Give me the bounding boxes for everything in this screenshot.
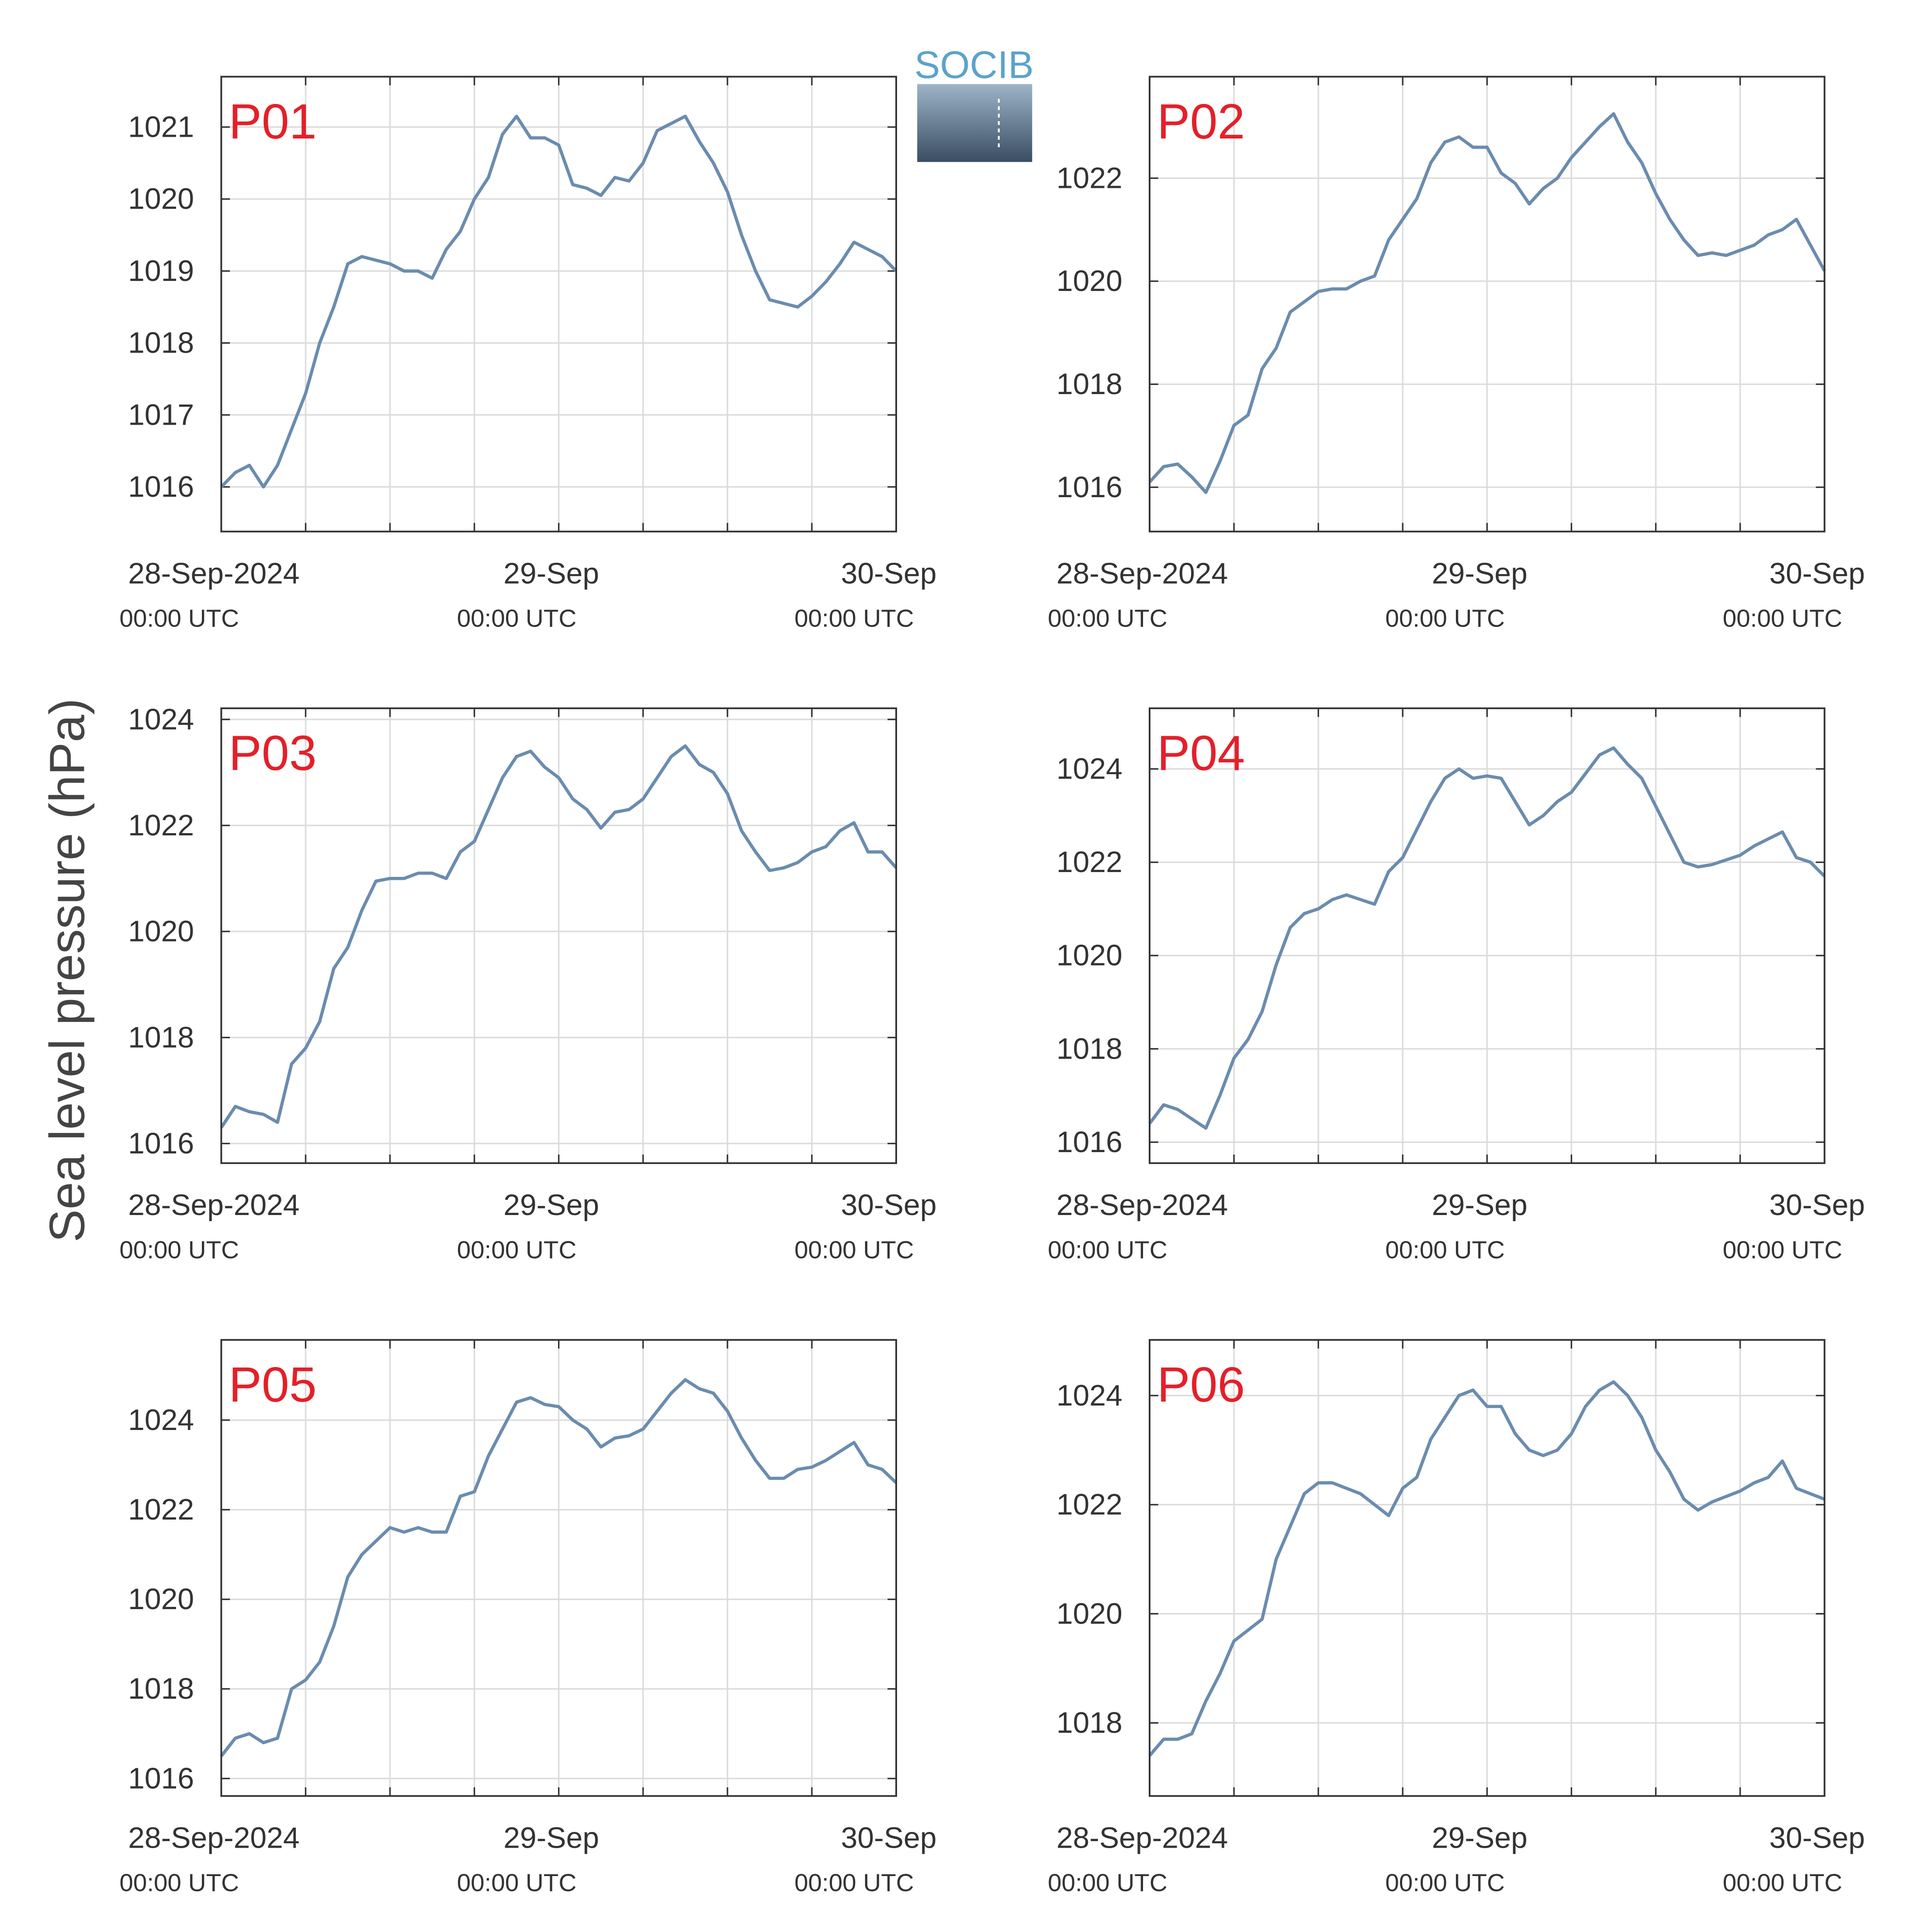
- y-tick-label: 1016: [1057, 1126, 1123, 1159]
- x-tick-sublabel: 00:00 UTC: [794, 1236, 914, 1264]
- y-tick-label: 1020: [128, 1583, 194, 1616]
- x-tick-sublabel: 00:00 UTC: [1048, 1869, 1168, 1897]
- x-tick-label: 28-Sep-2024: [128, 557, 299, 590]
- x-tick-sublabel: 00:00 UTC: [1048, 604, 1168, 632]
- y-tick-label: 1020: [128, 915, 194, 948]
- logo: SOCIB: [915, 43, 1034, 162]
- y-tick-label: 1022: [128, 809, 194, 842]
- y-tick-label: 1016: [128, 1127, 194, 1160]
- x-tick-sublabel: 00:00 UTC: [794, 604, 914, 632]
- y-tick-label: 1016: [128, 471, 194, 503]
- y-tick-label: 1018: [128, 327, 194, 360]
- y-tick-label: 1016: [1057, 471, 1123, 504]
- x-tick-label: 28-Sep-2024: [1057, 1189, 1228, 1222]
- subplot: 1016 1018 1020 1022 28-Sep-2024 00:00 UTC 29-S…: [1048, 76, 1865, 632]
- y-tick-label: 1018: [1057, 368, 1123, 401]
- y-tick-label: 1019: [128, 255, 194, 287]
- x-tick-sublabel: 00:00 UTC: [119, 1869, 239, 1897]
- y-tick-label: 1017: [128, 398, 194, 431]
- x-tick-sublabel: 00:00 UTC: [119, 1236, 239, 1264]
- x-tick-sublabel: 00:00 UTC: [1385, 604, 1505, 632]
- subplot-title: P03: [229, 726, 316, 781]
- x-tick-label: 30-Sep: [841, 557, 937, 590]
- x-tick-sublabel: 00:00 UTC: [457, 1869, 577, 1897]
- y-tick-label: 1022: [1057, 1489, 1123, 1521]
- x-tick-label: 30-Sep: [841, 1189, 937, 1222]
- x-tick-label: 28-Sep-2024: [128, 1189, 299, 1222]
- logo-image: [917, 84, 1032, 162]
- x-tick-sublabel: 00:00 UTC: [1385, 1236, 1505, 1264]
- y-tick-label: 1018: [1057, 1707, 1123, 1739]
- data-line: [1148, 112, 1826, 494]
- y-tick-label: 1024: [128, 703, 194, 736]
- subplot: 1016 1018 1020 1022 1024 28-Sep-2024 00:00 UTC…: [119, 1339, 937, 1897]
- subplot-title: P02: [1157, 94, 1245, 149]
- subplot-title: P04: [1157, 726, 1245, 781]
- x-tick-label: 30-Sep: [1769, 1822, 1865, 1855]
- x-tick-sublabel: 00:00 UTC: [119, 604, 239, 632]
- x-tick-label: 28-Sep-2024: [128, 1822, 299, 1855]
- x-tick-label: 30-Sep: [841, 1822, 937, 1855]
- y-tick-label: 1016: [128, 1762, 194, 1795]
- data-line: [220, 1378, 897, 1757]
- x-tick-label: 28-Sep-2024: [1057, 1822, 1228, 1855]
- x-tick-label: 29-Sep: [503, 1189, 599, 1222]
- x-tick-sublabel: 00:00 UTC: [794, 1869, 914, 1897]
- y-tick-label: 1018: [128, 1021, 194, 1054]
- plot-frame: [220, 76, 897, 533]
- subplot-title: P05: [229, 1357, 316, 1412]
- y-tick-label: 1022: [1057, 162, 1123, 194]
- plot-frame: [1149, 1339, 1826, 1797]
- subplot: 1018 1020 1022 1024 28-Sep-2024 00:00 UTC 29-S…: [1048, 1339, 1865, 1897]
- x-tick-sublabel: 00:00 UTC: [457, 1236, 577, 1264]
- x-tick-label: 29-Sep: [503, 557, 599, 590]
- x-tick-sublabel: 00:00 UTC: [1723, 604, 1843, 632]
- x-tick-label: 29-Sep: [503, 1822, 599, 1855]
- plot-frame: [220, 1339, 897, 1797]
- subplot-title: P01: [229, 94, 316, 149]
- y-tick-label: 1022: [128, 1493, 194, 1526]
- y-tick-label: 1020: [1057, 1597, 1123, 1630]
- plot-frame: [220, 707, 897, 1164]
- y-tick-label: 1020: [1057, 265, 1123, 298]
- y-tick-label: 1018: [1057, 1032, 1123, 1065]
- x-tick-sublabel: 00:00 UTC: [1385, 1869, 1505, 1897]
- x-tick-label: 29-Sep: [1432, 557, 1528, 590]
- subplot-title: P06: [1157, 1357, 1245, 1412]
- y-tick-label: 1021: [128, 111, 194, 143]
- y-axis-label: Sea level pressure (hPa): [39, 698, 94, 1242]
- x-tick-label: 29-Sep: [1432, 1822, 1528, 1855]
- data-line: [220, 744, 897, 1129]
- y-tick-label: 1020: [1057, 939, 1123, 972]
- y-tick-label: 1024: [1057, 1379, 1123, 1412]
- data-line: [220, 114, 897, 489]
- x-tick-sublabel: 00:00 UTC: [457, 604, 577, 632]
- data-line: [1148, 1380, 1825, 1757]
- subplot: 1016 1017 1018 1019 1020 1021 28-Sep-2024 00:00…: [119, 76, 937, 632]
- plot-frame: [1149, 707, 1826, 1164]
- y-tick-label: 1022: [1057, 846, 1123, 879]
- x-tick-label: 30-Sep: [1769, 557, 1865, 590]
- x-tick-label: 30-Sep: [1769, 1189, 1865, 1222]
- x-tick-label: 29-Sep: [1432, 1189, 1528, 1222]
- y-tick-label: 1024: [1057, 753, 1123, 786]
- logo-text: SOCIB: [915, 43, 1034, 86]
- y-tick-label: 1018: [128, 1672, 194, 1705]
- y-tick-label: 1024: [128, 1404, 194, 1437]
- data-line: [1148, 746, 1826, 1130]
- plot-frame: [1149, 76, 1826, 533]
- x-tick-sublabel: 00:00 UTC: [1723, 1236, 1843, 1264]
- x-tick-label: 28-Sep-2024: [1057, 557, 1228, 590]
- subplot: 1016 1018 1020 1022 1024 28-Sep-2024 00:00 UTC…: [1048, 707, 1865, 1264]
- x-tick-sublabel: 00:00 UTC: [1723, 1869, 1843, 1897]
- subplot: 1016 1018 1020 1022 1024 28-Sep-2024 00:00 UTC…: [119, 703, 936, 1264]
- x-tick-sublabel: 00:00 UTC: [1048, 1236, 1168, 1264]
- y-tick-label: 1020: [128, 183, 194, 215]
